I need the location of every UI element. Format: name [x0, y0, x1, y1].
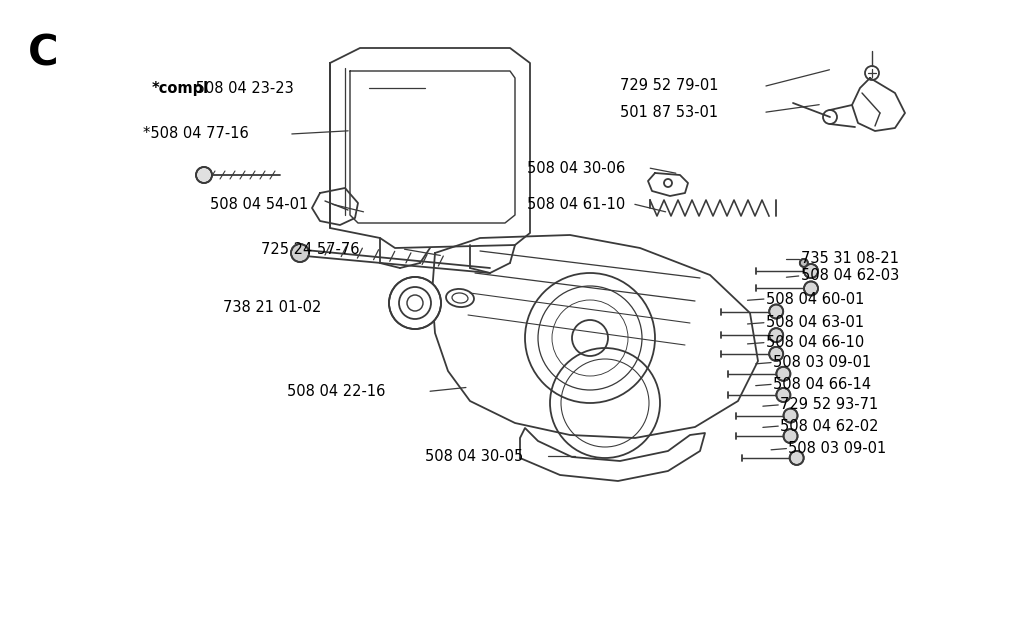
Circle shape [800, 259, 808, 267]
Text: 508 04 30-05: 508 04 30-05 [425, 449, 523, 464]
Circle shape [776, 388, 791, 402]
Text: 508 03 09-01: 508 03 09-01 [788, 441, 887, 456]
Circle shape [769, 347, 783, 361]
Text: 508 03 09-01: 508 03 09-01 [773, 355, 871, 370]
Circle shape [389, 277, 441, 329]
Circle shape [783, 429, 798, 443]
Text: 508 04 62-02: 508 04 62-02 [780, 419, 879, 434]
Circle shape [769, 328, 783, 342]
Text: 508 04 66-14: 508 04 66-14 [773, 377, 871, 392]
Text: *compl: *compl [152, 81, 209, 96]
Text: 508 04 63-01: 508 04 63-01 [766, 315, 864, 330]
Text: 508 04 62-03: 508 04 62-03 [801, 269, 899, 283]
Text: 501 87 53-01: 501 87 53-01 [620, 105, 718, 120]
Text: 725 24 57-76: 725 24 57-76 [261, 242, 359, 257]
Text: *508 04 77-16: *508 04 77-16 [143, 126, 249, 141]
Text: 729 52 93-71: 729 52 93-71 [780, 397, 879, 412]
Circle shape [291, 244, 309, 262]
Text: 738 21 01-02: 738 21 01-02 [223, 300, 322, 315]
Text: 735 31 08-21: 735 31 08-21 [801, 251, 899, 266]
Text: 508 04 54-01: 508 04 54-01 [210, 197, 308, 212]
Text: 508 04 66-10: 508 04 66-10 [766, 335, 864, 350]
Circle shape [196, 167, 212, 183]
Text: 508 04 23-23: 508 04 23-23 [190, 81, 293, 96]
Circle shape [804, 282, 818, 295]
Circle shape [790, 451, 804, 465]
Text: 729 52 79-01: 729 52 79-01 [620, 78, 718, 93]
Text: C: C [28, 33, 58, 75]
Text: 508 04 22-16: 508 04 22-16 [287, 384, 385, 399]
Circle shape [776, 367, 791, 381]
Circle shape [783, 409, 798, 422]
Text: 508 04 30-06: 508 04 30-06 [527, 161, 626, 176]
Text: 508 04 61-10: 508 04 61-10 [527, 197, 626, 212]
Text: 508 04 60-01: 508 04 60-01 [766, 292, 864, 307]
Circle shape [769, 305, 783, 318]
Circle shape [804, 264, 818, 278]
